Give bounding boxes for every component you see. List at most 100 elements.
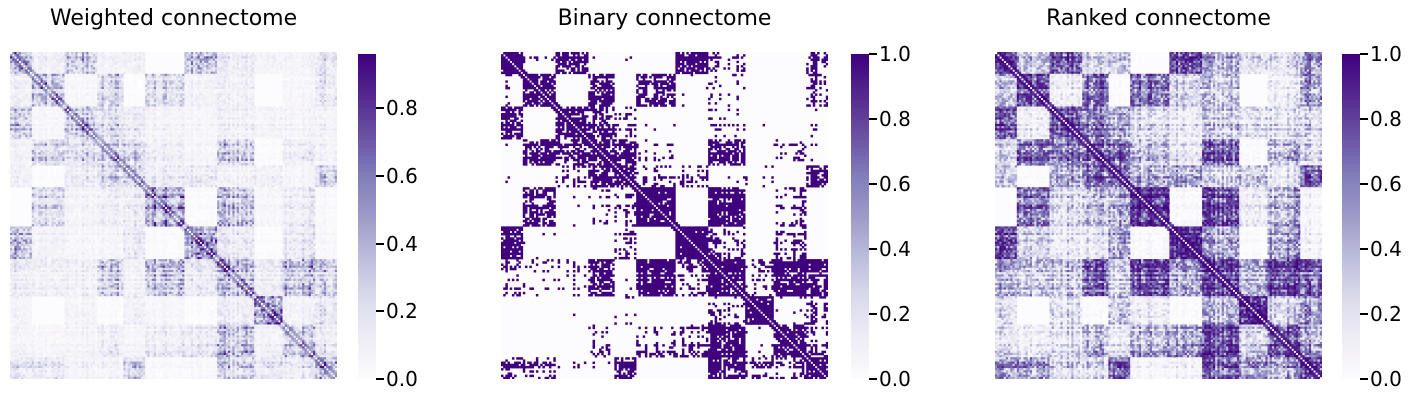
heatmap-cell [127, 56, 131, 59]
heatmap-cell [12, 52, 15, 55]
heatmap-cell [125, 60, 129, 64]
heatmap-cell [234, 60, 238, 64]
heatmap-cell [142, 52, 146, 55]
heatmap-cell [127, 54, 131, 57]
heatmap-cell [110, 52, 113, 55]
heatmap-cell [142, 54, 146, 57]
heatmap-cell [326, 58, 329, 62]
heatmap-cell [334, 54, 337, 57]
heatmap-cell [228, 60, 231, 64]
heatmap-cell [241, 54, 244, 57]
heatmap-cell [232, 56, 235, 59]
heatmap-cell [33, 62, 37, 66]
heatmap-cell [134, 52, 137, 55]
heatmap-cell [286, 54, 290, 57]
heatmap-cell [40, 56, 43, 59]
weighted-heatmap [10, 52, 337, 379]
heatmap-cell [20, 56, 24, 59]
heatmap-cell [321, 60, 325, 64]
heatmap-cell [304, 54, 307, 57]
heatmap-cell [236, 52, 240, 55]
heatmap-cell [212, 54, 216, 57]
heatmap-cell [247, 54, 251, 57]
heatmap-cell [77, 52, 81, 55]
heatmap-cell [208, 54, 211, 57]
heatmap-cell [291, 56, 294, 59]
heatmap-cell [142, 60, 146, 64]
heatmap-cell [323, 54, 327, 57]
heatmap-cell [125, 52, 129, 55]
heatmap-cell [186, 56, 190, 59]
heatmap-cell [232, 54, 235, 57]
heatmap-cell [208, 56, 211, 59]
heatmap-cell [230, 56, 233, 59]
heatmap-cell [291, 58, 294, 62]
heatmap-cell [315, 54, 318, 57]
heatmap-cell [199, 60, 203, 64]
heatmap-cell [228, 56, 231, 59]
heatmap-cell [134, 56, 137, 59]
heatmap-cell [140, 60, 144, 64]
heatmap-cell [208, 58, 211, 62]
heatmap-cell [265, 54, 268, 57]
heatmap-cell [75, 54, 78, 57]
heatmap-cell [195, 54, 198, 57]
heatmap-cell [75, 58, 78, 62]
heatmap-cell [66, 62, 70, 66]
heatmap-cell [97, 54, 100, 57]
heatmap-cell [73, 62, 76, 66]
heatmap-cell [71, 60, 74, 64]
heatmap-cell [105, 56, 109, 59]
heatmap-cell [10, 58, 13, 62]
heatmap-cell [12, 60, 15, 64]
heatmap-cell [31, 54, 35, 57]
heatmap-cell [241, 56, 244, 59]
heatmap-cell [16, 54, 20, 57]
heatmap-cell [219, 60, 222, 64]
heatmap-cell [317, 52, 320, 55]
heatmap-cell [92, 60, 96, 64]
heatmap-cell [125, 56, 129, 59]
heatmap-cell [217, 54, 220, 57]
heatmap-cell [103, 54, 107, 57]
heatmap-cell [97, 52, 100, 55]
heatmap-cell [258, 54, 261, 57]
heatmap-cell [81, 58, 85, 62]
heatmap-cell [245, 56, 248, 59]
heatmap-cell [334, 58, 337, 62]
heatmap-cell [332, 60, 336, 64]
heatmap-cell [234, 58, 238, 62]
heatmap-cell [302, 60, 305, 64]
heatmap-cell [29, 56, 33, 59]
heatmap-cell [33, 58, 37, 62]
heatmap-cell [114, 54, 118, 57]
heatmap-cell [44, 58, 48, 62]
heatmap-cell [188, 54, 192, 57]
heatmap-cell [79, 56, 83, 59]
heatmap-cell [153, 56, 157, 59]
heatmap-cell [262, 56, 266, 59]
heatmap-cell [112, 52, 115, 55]
heatmap-cell [219, 56, 222, 59]
heatmap-cell [251, 54, 255, 57]
heatmap-cell [313, 52, 316, 55]
heatmap-cell [330, 60, 333, 64]
heatmap-cell [73, 60, 76, 64]
heatmap-cell [123, 52, 126, 55]
heatmap-cell [297, 52, 301, 55]
heatmap-cell [289, 60, 292, 64]
heatmap-cell [326, 56, 329, 59]
heatmap-cell [84, 56, 87, 59]
heatmap-cell [95, 62, 98, 66]
heatmap-cell [71, 62, 74, 66]
heatmap-cell [127, 52, 131, 55]
heatmap-cell [116, 58, 120, 62]
heatmap-cell [238, 52, 242, 55]
heatmap-cell [119, 62, 122, 66]
heatmap-cell [64, 60, 67, 64]
heatmap-cell [278, 60, 281, 64]
heatmap-cell [195, 56, 198, 59]
heatmap-cell [140, 52, 144, 55]
heatmap-cell [197, 52, 200, 55]
heatmap-cell [254, 54, 257, 57]
